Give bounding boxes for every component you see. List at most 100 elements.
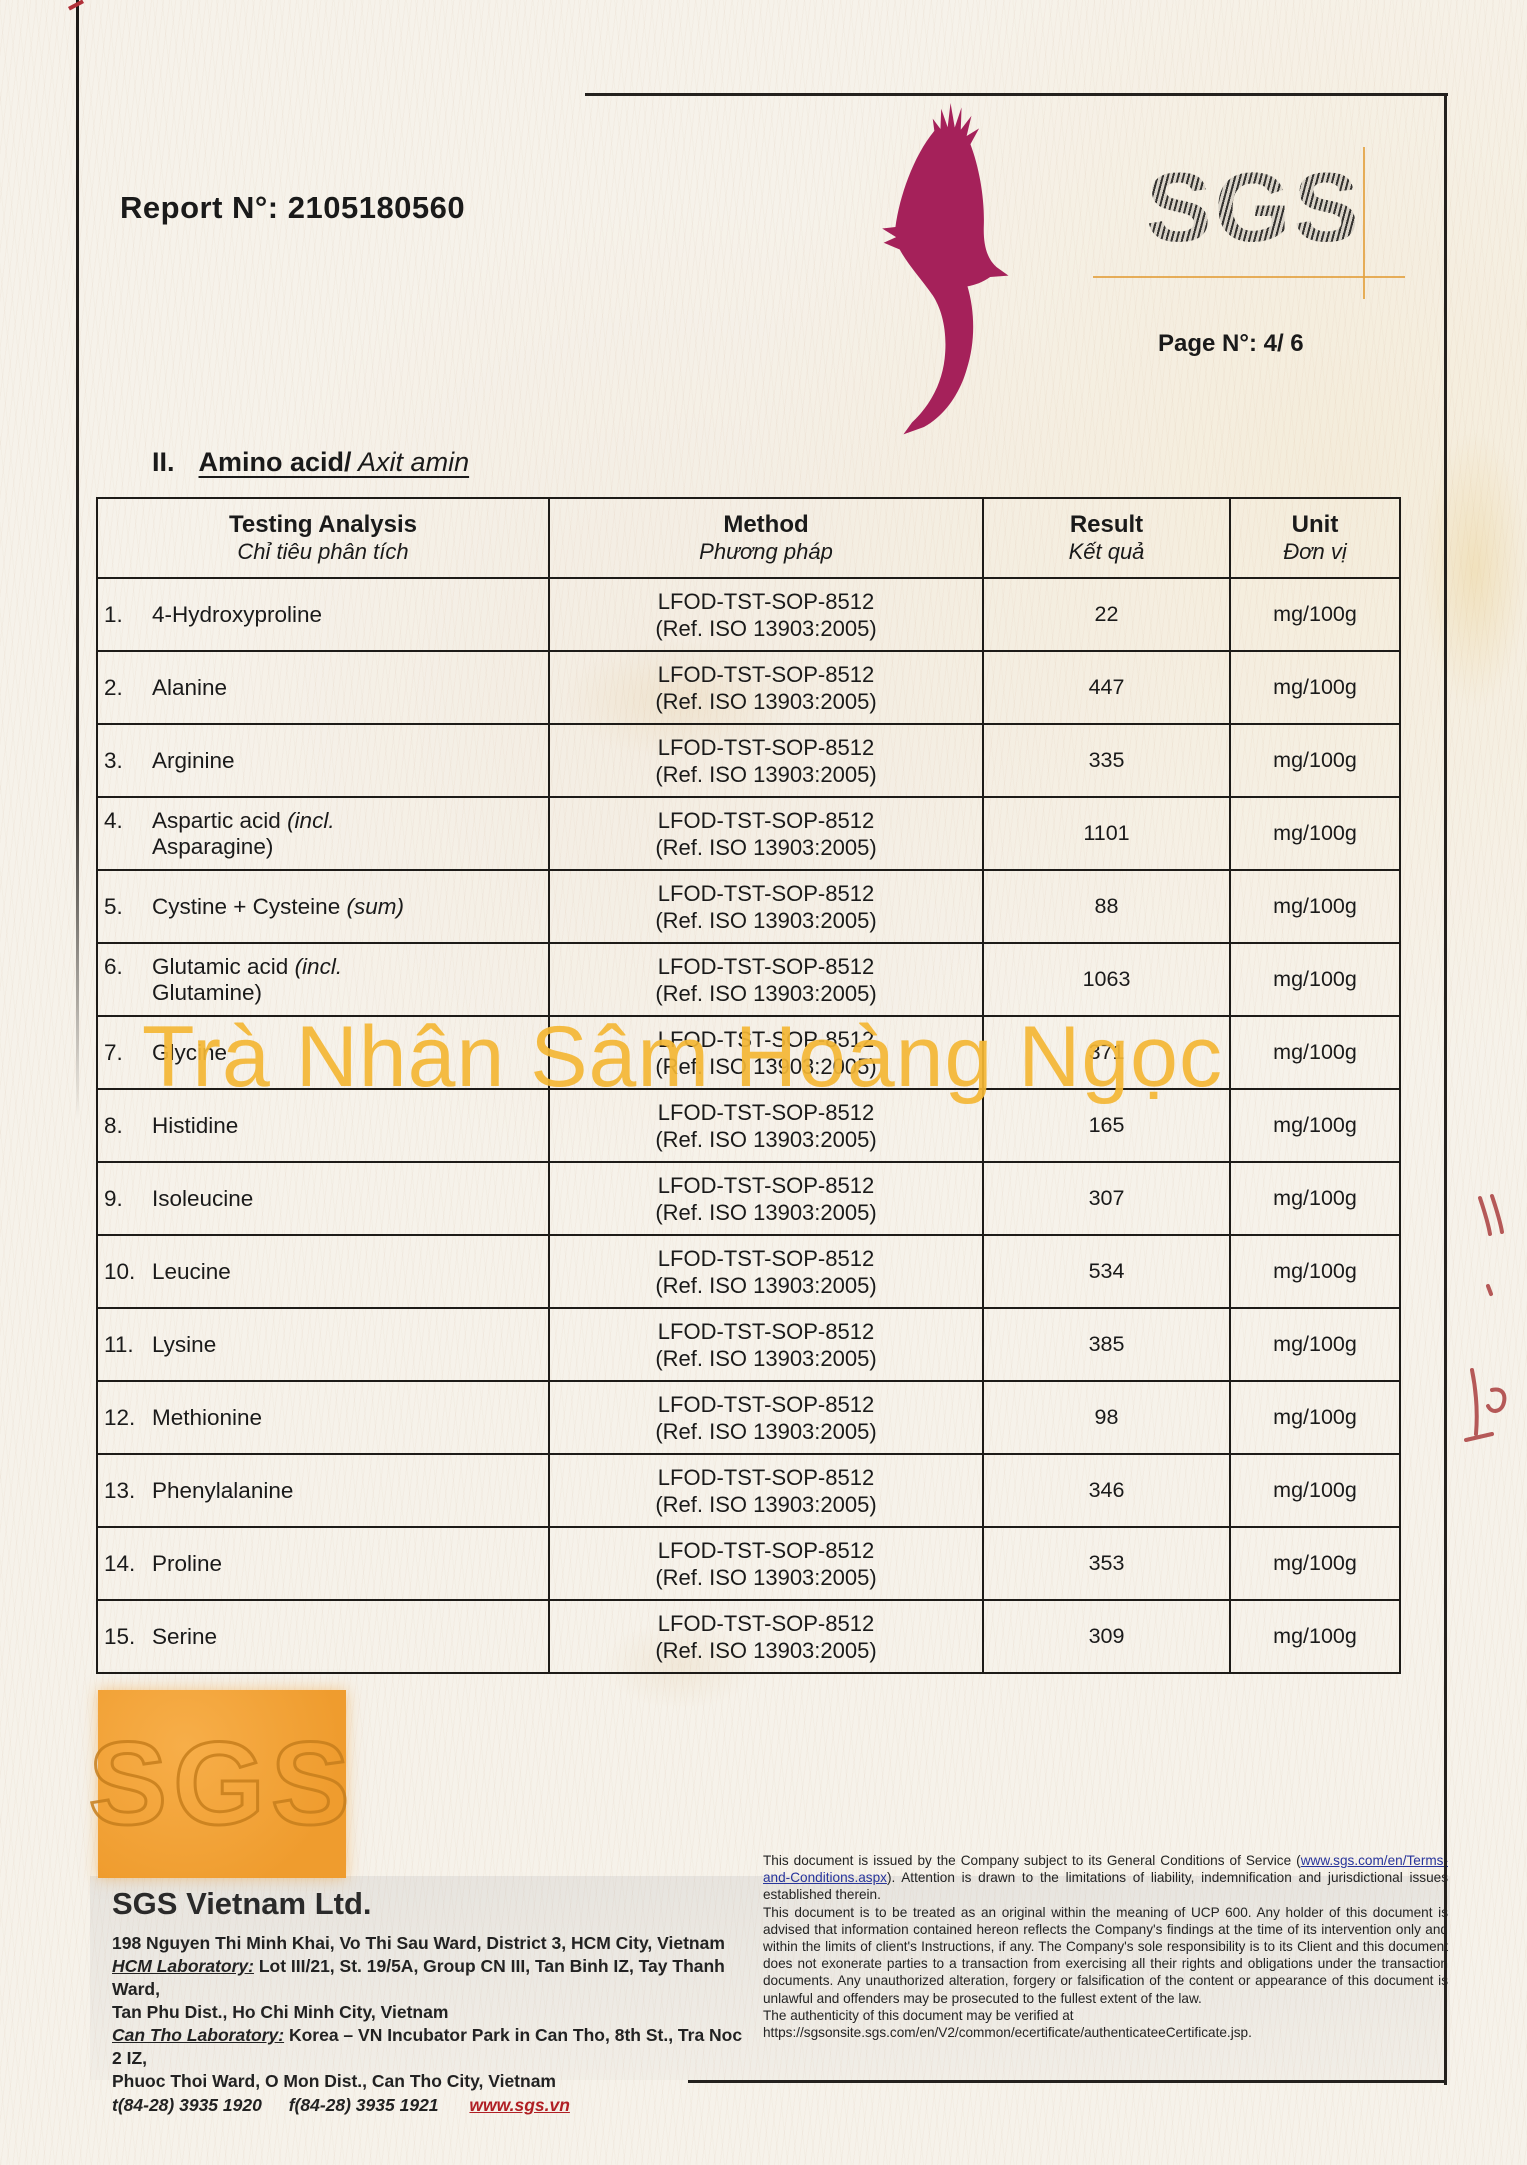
method-cell: LFOD-TST-SOP-8512 (Ref. ISO 13903:2005): [548, 1380, 984, 1455]
cantho-laboratory-text: Korea – VN Incubator Park in Can Tho, 8t…: [112, 2025, 743, 2068]
method-line-1: LFOD-TST-SOP-8512: [657, 1610, 875, 1636]
row-number: 5.: [104, 893, 123, 919]
table-row: 7. Glycine LFOD-TST-SOP-8512 (Ref. ISO 1390…: [96, 1015, 1401, 1090]
analyte-name: Cystine + Cysteine: [152, 893, 347, 919]
method-line-2: (Ref. ISO 13903:2005): [655, 1272, 877, 1298]
method-cell: LFOD-TST-SOP-8512 (Ref. ISO 13903:2005): [548, 869, 984, 944]
analyte-name: Glycine: [152, 1039, 228, 1065]
analysis-cell: 9. Isoleucine: [96, 1161, 550, 1236]
analysis-cell: 7. Glycine: [96, 1015, 550, 1090]
scan-edge-right: [1444, 93, 1447, 2085]
unit-cell: mg/100g: [1229, 1526, 1401, 1601]
table-header-row: Testing Analysis Chỉ tiêu phân tích Meth…: [96, 497, 1401, 579]
hcm-laboratory-line: HCM Laboratory: Lot III/21, St. 19/5A, G…: [112, 1955, 752, 2001]
bird-logo-icon: [882, 102, 1009, 435]
analyte-name-line2: Asparagine): [152, 833, 274, 859]
scan-stain: [1420, 430, 1527, 710]
method-cell: LFOD-TST-SOP-8512 (Ref. ISO 13903:2005): [548, 577, 984, 652]
method-line-1: LFOD-TST-SOP-8512: [657, 807, 875, 833]
analyte-name: Alanine: [152, 674, 228, 700]
report-number-line: Report N°: 2105180560: [120, 190, 465, 226]
result-cell: 307: [982, 1161, 1231, 1236]
table-row: 10. Leucine LFOD-TST-SOP-8512 (Ref. ISO 139…: [96, 1234, 1401, 1309]
table-row: 4. Aspartic acid (incl. Asparagine) LFOD-TS…: [96, 796, 1401, 871]
analyte-name: Serine: [152, 1623, 218, 1649]
analyte-name: Leucine: [152, 1258, 231, 1284]
analyte-name-line: 2. Alanine: [104, 675, 542, 701]
header-en: Testing Analysis: [228, 511, 418, 538]
unit-cell: mg/100g: [1229, 942, 1401, 1017]
analyte-name-line: 6. Glutamic acid (incl.: [104, 954, 542, 980]
method-cell: LFOD-TST-SOP-8512 (Ref. ISO 13903:2005): [548, 796, 984, 871]
analyte-name-line: 14. Proline: [104, 1551, 542, 1577]
result-cell: 385: [982, 1307, 1231, 1382]
analysis-cell: 6. Glutamic acid (incl. Glutamine): [96, 942, 550, 1017]
analyte-name-italic: (incl.: [294, 953, 343, 979]
method-cell: LFOD-TST-SOP-8512 (Ref. ISO 13903:2005): [548, 1453, 984, 1528]
unit-cell: mg/100g: [1229, 1599, 1401, 1674]
row-number: 13.: [104, 1477, 136, 1503]
method-cell: LFOD-TST-SOP-8512 (Ref. ISO 13903:2005): [548, 1234, 984, 1309]
result-cell: 1063: [982, 942, 1231, 1017]
method-cell: LFOD-TST-SOP-8512 (Ref. ISO 13903:2005): [548, 650, 984, 725]
analysis-cell: 10. Leucine: [96, 1234, 550, 1309]
sgs-logo: SGS: [1146, 152, 1362, 262]
analysis-cell: 2. Alanine: [96, 650, 550, 725]
analyte-name: Phenylalanine: [152, 1477, 294, 1503]
report-number-label: Report N°:: [120, 190, 279, 225]
table-row: 13. Phenylalanine LFOD-TST-SOP-8512 (Ref. I…: [96, 1453, 1401, 1528]
unit-cell: mg/100g: [1229, 1453, 1401, 1528]
cantho-laboratory-line: Can Tho Laboratory: Korea – VN Incubator…: [112, 2024, 752, 2070]
header-vi: Đơn vị: [1283, 539, 1347, 564]
analyte-name-line: 3. Arginine: [104, 748, 542, 774]
analyte-name: Histidine: [152, 1112, 239, 1138]
contact-line: t(84-28) 3935 1920 f(84-28) 3935 1921 ww…: [112, 2094, 752, 2117]
result-cell: 22: [982, 577, 1231, 652]
report-number-value: 2105180560: [287, 190, 466, 225]
method-line-2: (Ref. ISO 13903:2005): [655, 1053, 877, 1079]
table-row: 9. Isoleucine LFOD-TST-SOP-8512 (Ref. ISO 1…: [96, 1161, 1401, 1236]
table-row: 3. Arginine LFOD-TST-SOP-8512 (Ref. ISO 139…: [96, 723, 1401, 798]
analysis-cell: 5. Cystine + Cysteine (sum): [96, 869, 550, 944]
analysis-cell: 1. 4-Hydroxyproline: [96, 577, 550, 652]
scan-edge-bottom: [688, 2080, 1447, 2083]
analysis-cell: 8. Histidine: [96, 1088, 550, 1163]
result-cell: 534: [982, 1234, 1231, 1309]
analysis-cell: 15. Serine: [96, 1599, 550, 1674]
method-cell: LFOD-TST-SOP-8512 (Ref. ISO 13903:2005): [548, 1088, 984, 1163]
unit-cell: mg/100g: [1229, 577, 1401, 652]
method-line-2: (Ref. ISO 13903:2005): [655, 1199, 877, 1225]
result-cell: 88: [982, 869, 1231, 944]
method-line-2: (Ref. ISO 13903:2005): [655, 1345, 877, 1371]
table-row: 11. Lysine LFOD-TST-SOP-8512 (Ref. ISO 1390…: [96, 1307, 1401, 1382]
method-cell: LFOD-TST-SOP-8512 (Ref. ISO 13903:2005): [548, 1599, 984, 1674]
method-line-2: (Ref. ISO 13903:2005): [655, 907, 877, 933]
analyte-name: Aspartic acid: [152, 807, 288, 833]
result-cell: 165: [982, 1088, 1231, 1163]
analyte-name: Lysine: [152, 1331, 217, 1357]
analysis-cell: 4. Aspartic acid (incl. Asparagine): [96, 796, 550, 871]
analyte-name: Proline: [152, 1550, 223, 1576]
page-number: Page N°: 4/ 6: [1158, 330, 1304, 357]
unit-cell: mg/100g: [1229, 1088, 1401, 1163]
section-title-vi: Axit amin: [351, 447, 470, 477]
handwritten-annotation-marks: [1464, 1194, 1507, 1442]
analyte-name-line2: Glutamine): [152, 979, 263, 1005]
analyte-name-line: 4. Aspartic acid (incl.: [104, 808, 542, 834]
method-line-2: (Ref. ISO 13903:2005): [655, 1418, 877, 1444]
amino-table-body: 1. 4-Hydroxyproline LFOD-TST-SOP-8512 (Ref.…: [96, 577, 1401, 1674]
row-number: 10.: [104, 1258, 136, 1284]
unit-cell: mg/100g: [1229, 1015, 1401, 1090]
header-vi: Phương pháp: [699, 539, 833, 564]
logo-guide-line-horizontal: [1093, 276, 1405, 278]
method-line-2: (Ref. ISO 13903:2005): [655, 1126, 877, 1152]
table-row: 2. Alanine LFOD-TST-SOP-8512 (Ref. ISO 1390…: [96, 650, 1401, 725]
header-en: Method: [723, 511, 809, 538]
method-line-1: LFOD-TST-SOP-8512: [657, 953, 875, 979]
method-line-1: LFOD-TST-SOP-8512: [657, 1099, 875, 1125]
row-number: 11.: [104, 1331, 134, 1357]
company-name: SGS Vietnam Ltd.: [112, 1886, 372, 1921]
analyte-name-line: 11. Lysine: [104, 1332, 542, 1358]
method-line-1: LFOD-TST-SOP-8512: [657, 880, 875, 906]
